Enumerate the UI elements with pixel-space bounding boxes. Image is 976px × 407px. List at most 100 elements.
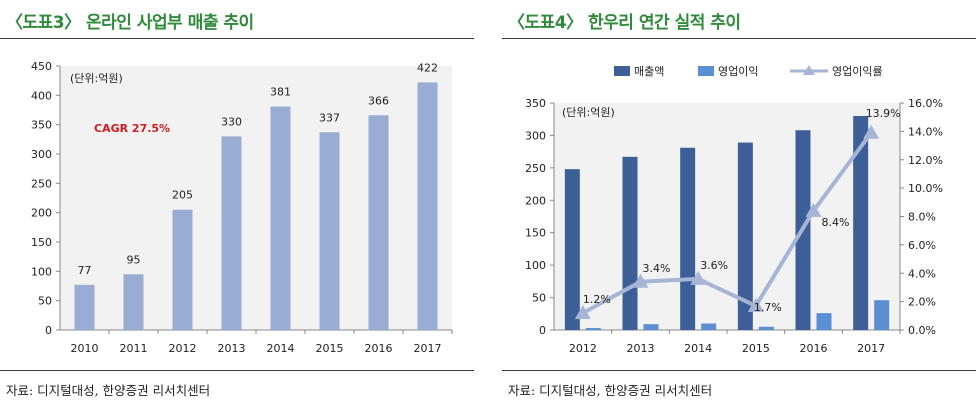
left-title-rule <box>0 38 474 39</box>
left-bar-chart: 0 50 100 150 200 250 300 350 400 450 77 2010 95 2011 2… <box>31 60 453 355</box>
left-y-tick-label: 50 <box>532 292 546 305</box>
y-tick-label: 300 <box>31 148 52 161</box>
x-tick-label: 2016 <box>365 342 393 355</box>
x-tick-label: 2012 <box>569 342 597 355</box>
left-chart-title: 〈도표3〉 온라인 사업부 매출 추이 <box>6 13 254 33</box>
x-tick-label: 2017 <box>414 342 442 355</box>
operating-margin-label: 1.7% <box>754 301 782 314</box>
y-tick-label: 450 <box>31 60 52 73</box>
sales-bar-2017 <box>853 115 869 330</box>
operating-margin-point <box>805 202 822 217</box>
y-tick-label: 250 <box>31 177 52 190</box>
bar-value-label: 337 <box>319 111 340 124</box>
left-y-tick-label: 150 <box>525 227 546 240</box>
left-y-tick-label: 250 <box>525 162 546 175</box>
operating-profit-bar-2013 <box>643 324 659 330</box>
right-source-rule <box>502 370 976 371</box>
operating-profit-bar-2017 <box>874 300 890 330</box>
bar-value-label: 205 <box>172 189 193 202</box>
y-tick-label: 100 <box>31 265 52 278</box>
legend-label-operating-margin: 영업이익률 <box>832 65 883 78</box>
bar-2010 <box>74 284 95 330</box>
legend-label-operating-profit: 영업이익 <box>718 65 758 78</box>
bar-2016 <box>368 115 389 330</box>
right-y-tick-label: 0.0% <box>908 324 936 337</box>
x-tick-label: 2016 <box>800 342 828 355</box>
y-tick-label: 200 <box>31 207 52 220</box>
left-y-tick-label: 200 <box>525 194 546 207</box>
right-combo-chart: 0 50 100 150 200 250 300 350 0.0% 2.0% 4.0% 6.0% 8.0… <box>525 65 943 355</box>
operating-profit-bar-2016 <box>816 313 832 330</box>
legend-swatch-operating-profit <box>698 66 714 76</box>
left-source-rule <box>0 370 474 371</box>
bar-value-label: 422 <box>417 61 438 74</box>
bar-value-label: 381 <box>270 85 291 98</box>
operating-margin-label: 3.6% <box>700 259 728 272</box>
bar-2012 <box>172 209 193 330</box>
x-tick-label: 2014 <box>267 342 295 355</box>
right-y-tick-label: 10.0% <box>908 182 943 195</box>
bar-2015 <box>319 132 340 330</box>
x-tick-label: 2013 <box>218 342 246 355</box>
right-y-tick-label: 2.0% <box>908 296 936 309</box>
right-y-tick-label: 6.0% <box>908 239 936 252</box>
operating-margin-point <box>863 124 880 139</box>
bar-value-label: 77 <box>78 264 92 277</box>
x-tick-label: 2013 <box>627 342 655 355</box>
operating-margin-label: 8.4% <box>822 216 850 229</box>
bar-2013 <box>221 136 242 330</box>
right-chart-area: 0 50 100 150 200 250 300 350 0.0% 2.0% 4.0% 6.0% 8.0… <box>502 40 976 369</box>
operating-profit-bar-2012 <box>585 328 601 330</box>
x-tick-label: 2015 <box>742 342 770 355</box>
left-source-note: 자료: 디지털대성, 한양증권 리서치센터 <box>6 383 211 398</box>
x-tick-label: 2017 <box>857 342 885 355</box>
legend-swatch-sales <box>614 66 630 76</box>
operating-margin-point <box>690 270 707 285</box>
y-tick-label: 400 <box>31 89 52 102</box>
operating-margin-point <box>747 297 764 312</box>
right-y-tick-label: 4.0% <box>908 267 936 280</box>
operating-margin-point <box>574 304 591 319</box>
bar-value-label: 330 <box>221 115 242 128</box>
x-tick-label: 2011 <box>120 342 148 355</box>
right-source-note: 자료: 디지털대성, 한양증권 리서치센터 <box>508 383 713 398</box>
left-panel: 〈도표3〉 온라인 사업부 매출 추이 0 50 100 150 200 250 300 35… <box>0 0 474 407</box>
right-y-tick-label: 14.0% <box>908 125 943 138</box>
plot-background <box>60 66 452 330</box>
operating-margin-line <box>581 131 873 315</box>
sales-bar-2013 <box>622 156 638 330</box>
left-chart-area: 0 50 100 150 200 250 300 350 400 450 77 2010 95 2011 2… <box>0 40 474 369</box>
operating-profit-bar-2014 <box>701 323 717 330</box>
x-tick-label: 2010 <box>71 342 99 355</box>
legend-label-sales: 매출액 <box>634 65 664 78</box>
y-tick-label: 350 <box>31 119 52 132</box>
sales-bar-2014 <box>680 147 696 330</box>
right-y-tick-label: 8.0% <box>908 211 936 224</box>
left-y-tick-label: 350 <box>525 97 546 110</box>
right-y-tick-label: 12.0% <box>908 154 943 167</box>
unit-label: (단위:억원) <box>562 106 615 119</box>
bar-2011 <box>123 274 144 330</box>
left-y-tick-label: 100 <box>525 259 546 272</box>
right-panel: 〈도표4〉 한우리 연간 실적 추이 0 50 100 150 200 250 300 350… <box>502 0 976 407</box>
left-y-tick-label: 300 <box>525 129 546 142</box>
cagr-annotation: CAGR 27.5% <box>94 122 170 135</box>
sales-bar-2015 <box>737 142 753 330</box>
bar-value-label: 366 <box>368 94 389 107</box>
bar-value-label: 95 <box>127 253 141 266</box>
operating-profit-bar-2015 <box>758 326 774 330</box>
x-tick-label: 2012 <box>169 342 197 355</box>
y-tick-label: 150 <box>31 236 52 249</box>
operating-margin-label: 13.9% <box>866 107 901 120</box>
right-chart-title: 〈도표4〉 한우리 연간 실적 추이 <box>508 13 741 33</box>
sales-bar-2012 <box>564 169 580 330</box>
bar-2017 <box>417 82 438 330</box>
right-y-tick-label: 16.0% <box>908 97 943 110</box>
bar-2014 <box>270 106 291 330</box>
left-y-tick-label: 0 <box>539 324 546 337</box>
x-tick-label: 2015 <box>316 342 344 355</box>
y-tick-label: 0 <box>45 324 52 337</box>
right-title-rule <box>502 38 976 39</box>
y-tick-label: 50 <box>38 295 52 308</box>
unit-label: (단위:억원) <box>70 72 123 85</box>
